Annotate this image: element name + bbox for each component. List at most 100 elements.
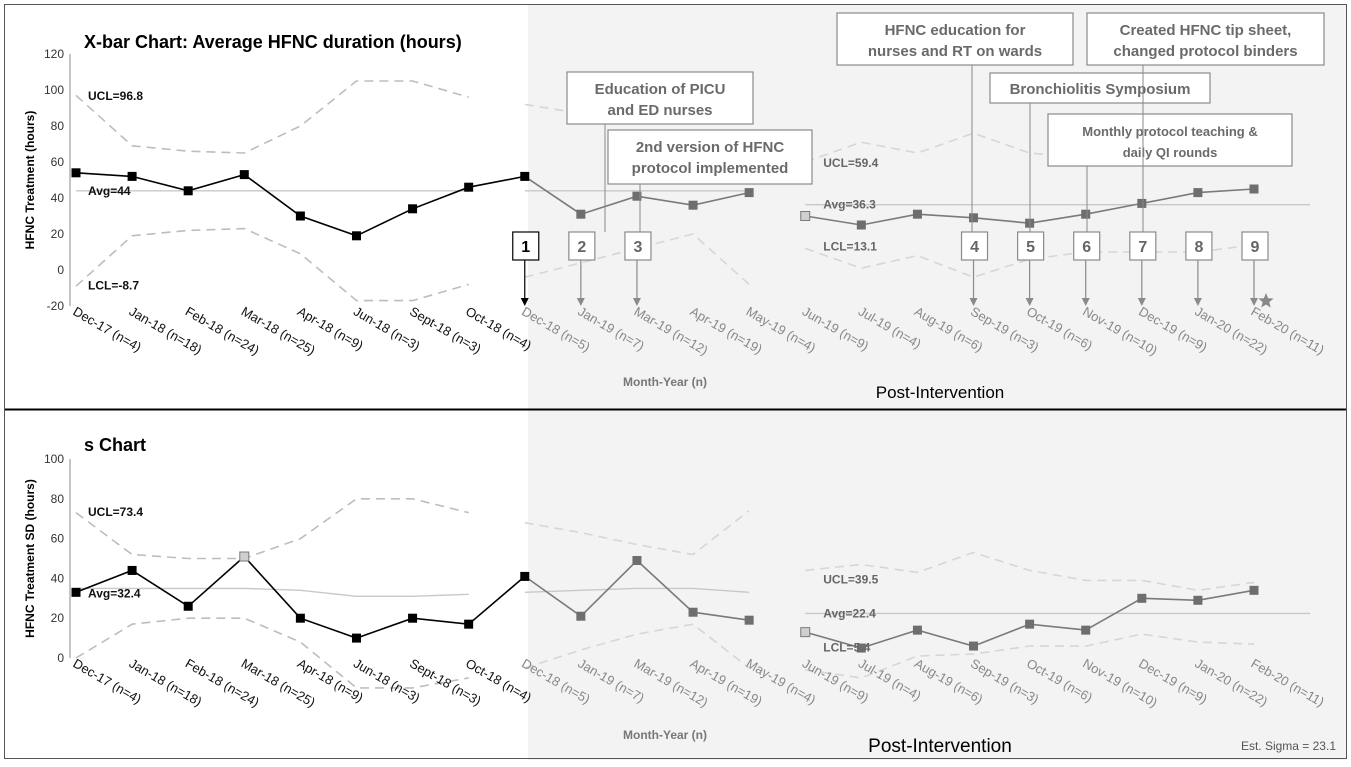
- data-point: [351, 231, 361, 241]
- data-point: [1249, 585, 1259, 595]
- y-tick-label: 60: [51, 532, 65, 546]
- y-tick-label: 0: [57, 263, 64, 277]
- data-point: [912, 625, 922, 635]
- data-point: [408, 204, 418, 214]
- y-tick-label: 60: [51, 155, 65, 169]
- callout-text: nurses and RT on wards: [868, 43, 1042, 60]
- callout-text: protocol implemented: [632, 160, 789, 177]
- intervention-number: 1: [521, 239, 530, 256]
- ucl-line-pre: [75, 497, 469, 560]
- limit-label: Avg=22.4: [823, 606, 876, 620]
- limit-label: UCL=39.5: [823, 572, 878, 586]
- intervention-arrowhead: [1025, 298, 1034, 306]
- chart-title: X-bar Chart: Average HFNC duration (hour…: [84, 32, 462, 52]
- callout-box: [607, 129, 813, 185]
- data-point: [127, 565, 137, 575]
- callout-text: and ED nurses: [607, 102, 712, 119]
- figure-frame: [4, 4, 1347, 759]
- data-point: [71, 587, 81, 597]
- intervention-number: 6: [1082, 239, 1091, 256]
- y-tick-label: 100: [44, 452, 64, 466]
- y-tick-label: 80: [51, 492, 65, 506]
- post-intervention-region: [528, 410, 1347, 760]
- intervention-marker-box: [624, 231, 652, 261]
- callout-box: [1047, 113, 1293, 167]
- intervention-marker-box: [1185, 231, 1213, 261]
- data-point: [744, 615, 754, 625]
- intervention-arrowhead: [520, 298, 529, 306]
- intervention-marker-box: [960, 231, 989, 261]
- intervention-number: 2: [577, 239, 586, 256]
- data-point: [856, 643, 866, 653]
- chart-panel-1: X-bar Chart: Average HFNC duration (hour…: [23, 4, 1347, 409]
- data-point: [912, 209, 922, 219]
- limit-label: LCL=5.4: [823, 640, 870, 654]
- intervention-marker-box: [568, 231, 596, 261]
- data-point: [969, 213, 979, 223]
- callout-box: [836, 12, 1074, 66]
- y-tick-label: 120: [44, 47, 64, 61]
- data-point: [408, 613, 418, 623]
- intervention-number: 8: [1194, 239, 1203, 256]
- limit-label: UCL=96.8: [88, 89, 143, 103]
- intervention-number: 4: [970, 239, 979, 256]
- callout-text: HFNC education for: [885, 22, 1026, 39]
- data-point: [1137, 198, 1147, 208]
- intervention-number: 5: [1026, 239, 1035, 256]
- data-point: [351, 633, 361, 643]
- data-point: [1025, 619, 1035, 629]
- lcl-line-post-b: [805, 633, 1255, 679]
- star-icon: [1258, 293, 1274, 308]
- data-point: [1193, 595, 1203, 605]
- callout-text: 2nd version of HFNC: [636, 139, 785, 156]
- callout-text: Created HFNC tip sheet,: [1120, 22, 1292, 39]
- lcl-line-pre: [75, 227, 469, 302]
- data-point: [856, 220, 866, 230]
- y-tick-label: 20: [51, 227, 65, 241]
- est-sigma-note: Est. Sigma = 23.1: [1241, 739, 1336, 753]
- intervention-number: 9: [1251, 239, 1260, 256]
- data-point: [1137, 593, 1147, 603]
- intervention-number: 3: [633, 239, 642, 256]
- data-point: [800, 627, 811, 638]
- y-tick-label: -20: [47, 299, 65, 313]
- limit-label: Avg=36.3: [823, 198, 876, 212]
- callout-box: [1086, 12, 1325, 66]
- y-axis-label: HFNC Treatment (hours): [23, 111, 37, 250]
- y-tick-label: 80: [51, 119, 65, 133]
- chart-title: s Chart: [84, 435, 146, 455]
- callout-text: changed protocol binders: [1113, 43, 1297, 60]
- callout-text: Monthly protocol teaching &: [1082, 124, 1258, 139]
- intervention-marker-box: [1241, 231, 1269, 261]
- x-axis-label: Month-Year (n): [623, 728, 707, 742]
- y-tick-label: 100: [44, 83, 64, 97]
- avg-line-pre: [76, 587, 469, 597]
- y-tick-label: 0: [57, 651, 64, 665]
- callout-text: Education of PICU: [595, 81, 726, 98]
- data-point: [1249, 184, 1259, 194]
- data-point: [969, 641, 979, 651]
- data-point: [1193, 188, 1203, 198]
- intervention-arrowhead: [1137, 298, 1146, 306]
- data-point: [632, 191, 642, 201]
- limit-label: LCL=13.1: [823, 239, 877, 253]
- data-point: [464, 619, 474, 629]
- limit-label: UCL=59.4: [823, 156, 878, 170]
- y-axis-label: HFNC Treatment SD (hours): [23, 479, 37, 638]
- limit-label: LCL=-8.7: [88, 279, 139, 293]
- intervention-number: 7: [1138, 239, 1147, 256]
- data-point: [183, 601, 193, 611]
- data-point: [576, 611, 586, 621]
- y-tick-label: 40: [51, 191, 65, 205]
- post-intervention-label: Post-Intervention: [868, 736, 1012, 757]
- limit-label: UCL=73.4: [88, 505, 143, 519]
- ucl-line-post-a: [524, 510, 750, 556]
- data-point: [127, 171, 137, 181]
- ucl-line-pre: [75, 80, 469, 154]
- data-point: [1081, 209, 1091, 219]
- avg-line-post-a: [524, 587, 750, 593]
- intervention-arrowhead: [632, 298, 641, 306]
- intervention-arrowhead: [1250, 298, 1258, 306]
- data-point: [800, 211, 811, 221]
